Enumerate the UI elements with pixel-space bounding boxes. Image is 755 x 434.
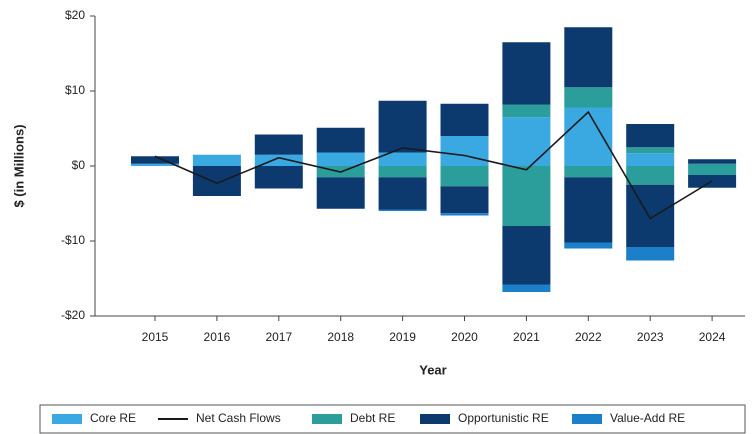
bar-segment — [192, 166, 241, 196]
bar-segment — [626, 147, 675, 154]
bar-segment — [502, 104, 551, 118]
legend-label: Debt RE — [350, 411, 395, 425]
bar-segment — [440, 213, 489, 216]
x-axis-label: Year — [419, 362, 446, 377]
y-tick-label: $0 — [72, 158, 86, 172]
bar-segment — [688, 159, 737, 164]
bar-segment — [564, 166, 613, 178]
bar-segment — [131, 156, 179, 164]
bar-segment — [564, 87, 613, 108]
x-tick-label: 2015 — [142, 330, 169, 344]
x-tick-label: 2017 — [265, 330, 292, 344]
x-tick-label: 2020 — [451, 330, 478, 344]
bar-segment — [564, 242, 613, 249]
bar-segment — [378, 152, 427, 166]
legend-box — [39, 404, 746, 434]
legend-swatch — [420, 414, 450, 424]
bar-segment — [131, 163, 179, 166]
x-tick-label: 2023 — [637, 330, 664, 344]
bar-segment — [254, 154, 303, 166]
bar-segment — [564, 177, 613, 243]
legend-swatch — [312, 414, 342, 424]
bar-segment — [440, 186, 489, 214]
x-tick-label: 2022 — [575, 330, 602, 344]
bar-segment — [502, 42, 551, 105]
bar-segment — [316, 152, 365, 166]
bar-segment — [316, 127, 365, 153]
bar-segment — [502, 166, 551, 226]
bar-segment — [688, 163, 737, 166]
legend-label: Core RE — [90, 411, 136, 425]
y-tick-label: $20 — [65, 8, 85, 22]
bar-segment — [378, 100, 427, 153]
bar-segment — [440, 103, 489, 136]
bar-segment — [316, 177, 365, 209]
bar-segment — [564, 107, 613, 166]
legend-label: Net Cash Flows — [196, 411, 281, 425]
bar-segment — [502, 117, 551, 166]
x-tick-label: 2016 — [204, 330, 231, 344]
bar-segment — [502, 284, 551, 292]
bar-segment — [440, 136, 489, 166]
bar-segment — [192, 154, 241, 166]
bar-segment — [626, 184, 675, 247]
y-tick-label: -$10 — [61, 233, 85, 247]
x-tick-label: 2024 — [699, 330, 726, 344]
bar-segment — [378, 177, 427, 210]
bar-segment — [378, 166, 427, 178]
bar-segment — [254, 134, 303, 155]
y-tick-label: $10 — [65, 83, 85, 97]
x-tick-label: 2021 — [513, 330, 540, 344]
y-tick-label: -$20 — [61, 308, 85, 322]
legend-label: Opportunistic RE — [458, 411, 549, 425]
bar-segment — [626, 124, 675, 148]
bar-segment — [688, 166, 737, 175]
net-line — [154, 110, 713, 220]
bar-segment — [626, 153, 675, 166]
bar-segment — [254, 166, 303, 189]
bar-segment — [626, 247, 675, 261]
bar-segment — [378, 209, 427, 211]
bar-segment — [564, 27, 613, 88]
legend-label: Value-Add RE — [610, 411, 685, 425]
bar-segment — [440, 166, 489, 187]
x-tick-label: 2019 — [389, 330, 416, 344]
legend-swatch — [52, 414, 82, 424]
legend-swatch — [572, 414, 602, 424]
y-axis-label: $ (in Millions) — [11, 124, 26, 207]
bar-segment — [626, 166, 675, 185]
bar-segment — [502, 226, 551, 285]
x-tick-label: 2018 — [327, 330, 354, 344]
